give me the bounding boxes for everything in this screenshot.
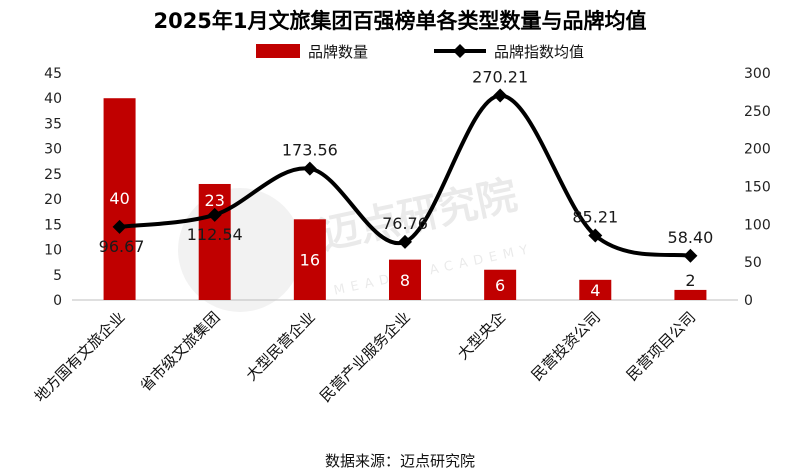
line-series xyxy=(112,88,698,263)
legend-line-marker xyxy=(453,44,467,58)
category-label: 大型民营企业 xyxy=(242,308,318,384)
chart-title: 2025年1月文旅集团百强榜单各类型数量与品牌均值 xyxy=(153,9,646,33)
y-left-tick-label: 35 xyxy=(44,116,62,132)
y-right-tick-label: 0 xyxy=(744,293,753,309)
y-left-tick-label: 40 xyxy=(44,91,62,107)
line-value-label: 58.40 xyxy=(668,228,714,247)
line-value-label: 173.56 xyxy=(282,141,338,160)
line-point xyxy=(112,219,127,234)
bar-value-label: 8 xyxy=(400,271,410,290)
y-left-tick-label: 25 xyxy=(44,167,62,183)
line-point xyxy=(398,234,412,249)
bar xyxy=(389,259,421,300)
bar-value-label: 4 xyxy=(590,281,600,300)
y-left-tick-label: 15 xyxy=(44,217,62,233)
y-right-tick-label: 300 xyxy=(744,66,771,82)
bar xyxy=(484,269,517,300)
line-point xyxy=(302,161,317,176)
bar-value-label: 2 xyxy=(685,271,695,290)
y-right-tick-label: 100 xyxy=(744,217,771,233)
bar-value-label: 23 xyxy=(205,191,225,210)
y-left-tick-label: 5 xyxy=(53,268,62,284)
bar-value-label: 6 xyxy=(495,276,505,295)
y-left-tick-label: 45 xyxy=(44,66,62,82)
y-right-tick-label: 200 xyxy=(744,142,771,158)
line-value-label: 112.54 xyxy=(187,225,243,244)
bar xyxy=(579,279,612,300)
legend-bar-label: 品牌数量 xyxy=(308,43,368,61)
axes: 0 5 10 15 20 25 30 35 40 45 0 50 100 150 200 250 300 xyxy=(44,66,771,309)
y-right-tick-label: 250 xyxy=(744,104,771,120)
y-right-tick-label: 150 xyxy=(744,180,771,196)
line-point xyxy=(493,88,508,103)
y-left-tick-label: 0 xyxy=(53,293,62,309)
line-point xyxy=(207,207,222,222)
bar xyxy=(674,289,707,300)
category-label: 地方国有文旅企业 xyxy=(31,308,129,406)
category-label: 民营产业服务企业 xyxy=(316,308,414,406)
legend-line-label: 品牌指数均值 xyxy=(494,43,584,61)
data-labels: 40 23 16 8 6 4 2 96.67 112.54 173.56 76.76 270.21 85… xyxy=(99,68,714,300)
category-label: 民营项目公司 xyxy=(623,308,699,384)
y-left-tick-label: 20 xyxy=(44,192,62,208)
watermark-logo-icon xyxy=(178,188,302,312)
legend-bar-swatch xyxy=(256,44,300,58)
bar xyxy=(198,183,231,300)
line-value-label: 76.76 xyxy=(382,214,428,233)
bar-series xyxy=(103,98,707,300)
legend: 品牌数量 品牌指数均值 xyxy=(256,43,584,61)
line-value-label: 85.21 xyxy=(572,208,618,227)
category-label: 大型央企 xyxy=(454,308,509,363)
category-label: 民营投资公司 xyxy=(528,308,604,384)
y-right-tick-label: 50 xyxy=(744,255,762,271)
source-note: 数据来源：迈点研究院 xyxy=(325,452,475,470)
y-left-tick-label: 30 xyxy=(44,142,62,158)
line-point xyxy=(588,228,603,243)
bar-value-label: 16 xyxy=(300,251,320,270)
y-left-tick-label: 10 xyxy=(44,243,62,259)
line-value-label: 96.67 xyxy=(99,237,145,256)
bar xyxy=(293,219,326,300)
bar-value-label: 40 xyxy=(109,189,129,208)
category-label: 省市级文旅集团 xyxy=(137,308,224,395)
line-value-label: 270.21 xyxy=(472,68,528,87)
bar xyxy=(103,98,136,300)
category-labels: 地方国有文旅企业 省市级文旅集团 大型民营企业民营产业服务企业 大型央企 民营投资公司民… xyxy=(31,308,699,406)
line-point xyxy=(683,248,698,263)
